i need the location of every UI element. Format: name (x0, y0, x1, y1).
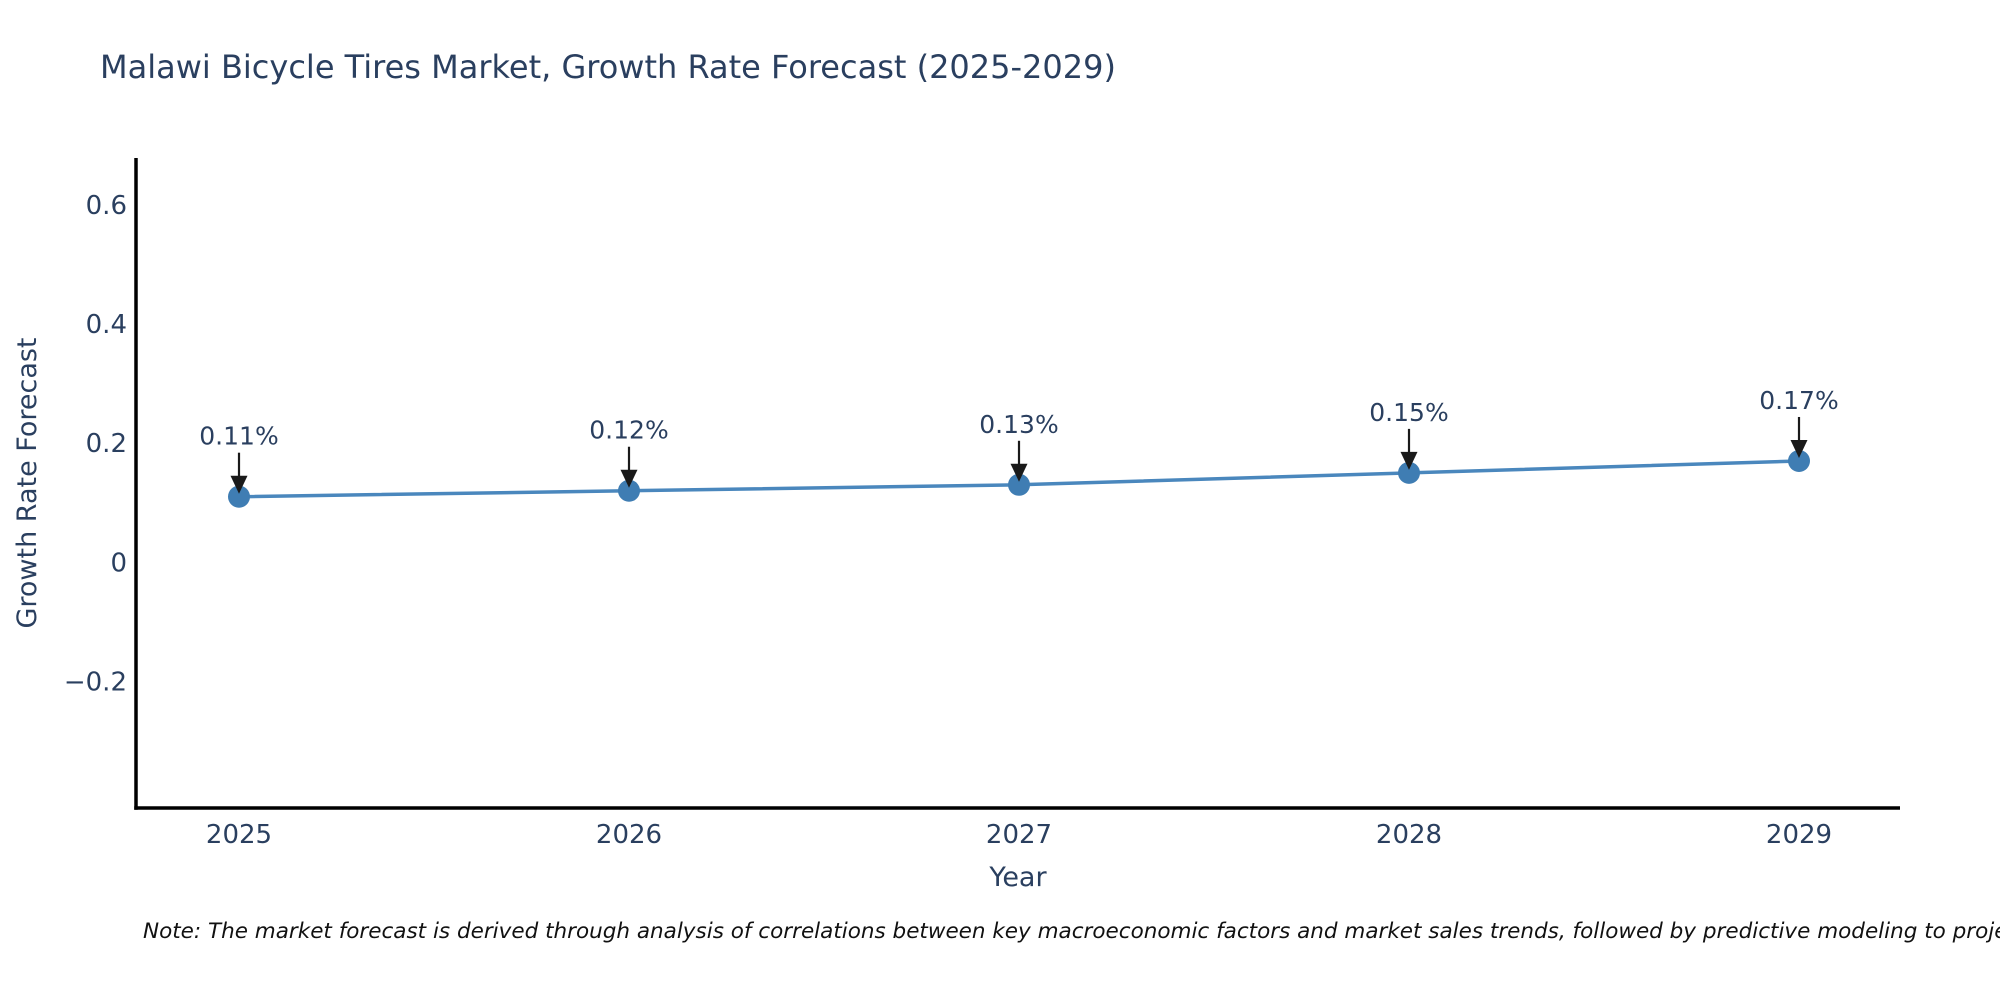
footnote: Note: The market forecast is derived thr… (143, 919, 2000, 944)
y-axis-title: Growth Rate Forecast (12, 337, 43, 628)
annotation-arrowhead-icon (1010, 463, 1028, 482)
x-tick-label: 2028 (1376, 820, 1442, 850)
point-value-label: 0.15% (1369, 398, 1448, 427)
data-point (1398, 461, 1420, 484)
y-tick-label: 0.4 (86, 310, 127, 340)
data-point (1788, 449, 1810, 472)
annotation-arrowhead-icon (620, 469, 638, 488)
point-value-label: 0.11% (199, 422, 278, 451)
y-tick-label: 0.2 (86, 429, 127, 459)
x-tick-label: 2027 (986, 820, 1052, 850)
x-tick-label: 2029 (1766, 820, 1832, 850)
data-point (228, 485, 250, 508)
x-tick-label: 2026 (596, 820, 662, 850)
x-tick-label: 2025 (206, 820, 272, 850)
annotation-arrowhead-icon (1400, 451, 1418, 470)
point-value-label: 0.13% (979, 410, 1058, 439)
data-point (1008, 473, 1030, 496)
point-value-label: 0.17% (1759, 386, 1838, 415)
y-tick-label: 0 (110, 548, 127, 578)
annotation-arrowhead-icon (230, 475, 248, 494)
y-tick-label: −0.2 (64, 667, 127, 697)
data-point (618, 479, 640, 502)
y-tick-label: 0.6 (86, 191, 127, 221)
annotation-arrowhead-icon (1790, 439, 1808, 458)
chart-title: Malawi Bicycle Tires Market, Growth Rate… (100, 48, 1116, 86)
x-axis-title: Year (988, 862, 1047, 893)
point-value-label: 0.12% (589, 416, 668, 445)
